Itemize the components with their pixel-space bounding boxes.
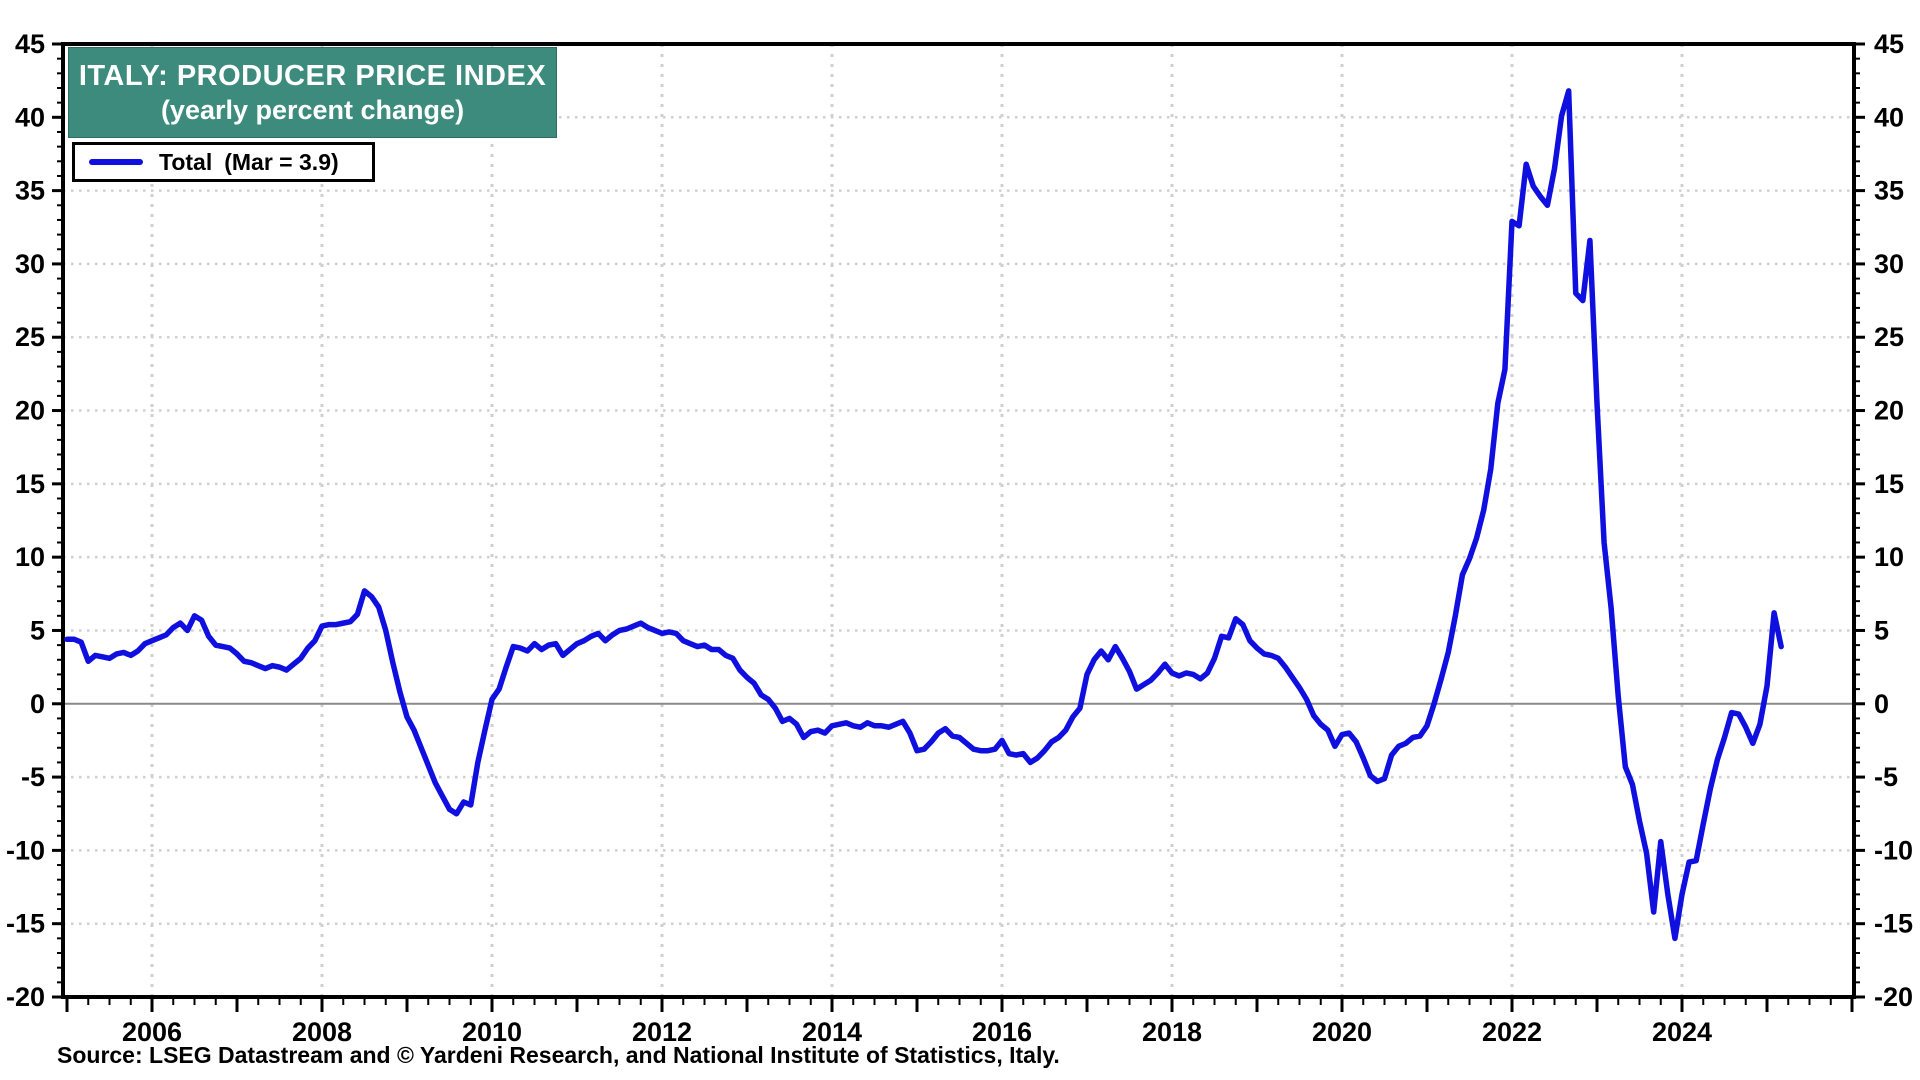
x-axis-label: 2016	[972, 1017, 1032, 1047]
y-axis-label-left: 30	[15, 249, 45, 279]
legend-line-swatch	[89, 159, 143, 165]
legend-box: Total (Mar = 3.9)	[72, 142, 375, 182]
y-axis-label-right: 40	[1874, 102, 1904, 132]
y-axis-label-left: 35	[15, 176, 45, 206]
y-axis-label-left: -15	[6, 909, 45, 939]
y-axis-label-left: -20	[6, 982, 45, 1012]
x-axis-label: 2008	[292, 1017, 352, 1047]
x-axis-label: 2020	[1312, 1017, 1372, 1047]
x-axis-label: 2022	[1482, 1017, 1542, 1047]
x-axis-label: 2006	[122, 1017, 182, 1047]
y-axis-label-left: 5	[30, 615, 45, 645]
y-axis-label-right: 15	[1874, 469, 1904, 499]
y-axis-label-right: 5	[1874, 615, 1889, 645]
y-axis-label-left: 20	[15, 396, 45, 426]
y-axis-label-left: -10	[6, 835, 45, 865]
source-note: Source: LSEG Datastream and © Yardeni Re…	[57, 1042, 1060, 1068]
chart-title: ITALY: PRODUCER PRICE INDEX	[78, 60, 547, 93]
y-axis-label-right: 0	[1874, 689, 1889, 719]
plot-frame	[61, 42, 1856, 999]
title-box: ITALY: PRODUCER PRICE INDEX (yearly perc…	[68, 47, 557, 138]
y-axis-label-right: -5	[1874, 762, 1898, 792]
y-axis-label-left: 10	[15, 542, 45, 572]
y-axis-label-left: 25	[15, 322, 45, 352]
y-axis-label-right: -10	[1874, 835, 1913, 865]
legend-label: Total (Mar = 3.9)	[159, 148, 339, 175]
y-axis-label-left: 0	[30, 689, 45, 719]
y-axis-label-right: -20	[1874, 982, 1913, 1012]
x-axis-label: 2018	[1142, 1017, 1202, 1047]
x-axis-label: 2012	[632, 1017, 692, 1047]
y-axis-label-right: 10	[1874, 542, 1904, 572]
y-axis-label-right: 35	[1874, 176, 1904, 206]
x-axis-label: 2014	[802, 1017, 862, 1047]
x-axis-label: 2024	[1652, 1017, 1712, 1047]
y-axis-label-right: 45	[1874, 29, 1904, 59]
y-axis-label-left: 40	[15, 102, 45, 132]
chart-subtitle: (yearly percent change)	[160, 95, 465, 126]
total-series-line	[64, 88, 1784, 942]
y-axis-label-right: 25	[1874, 322, 1904, 352]
y-axis-label-right: 30	[1874, 249, 1904, 279]
y-axis-label-left: 15	[15, 469, 45, 499]
y-axis-label-right: -15	[1874, 909, 1913, 939]
y-axis-label-left: 45	[15, 29, 45, 59]
y-axis-label-right: 20	[1874, 396, 1904, 426]
y-axis-label-left: -5	[21, 762, 45, 792]
x-axis-label: 2010	[462, 1017, 522, 1047]
